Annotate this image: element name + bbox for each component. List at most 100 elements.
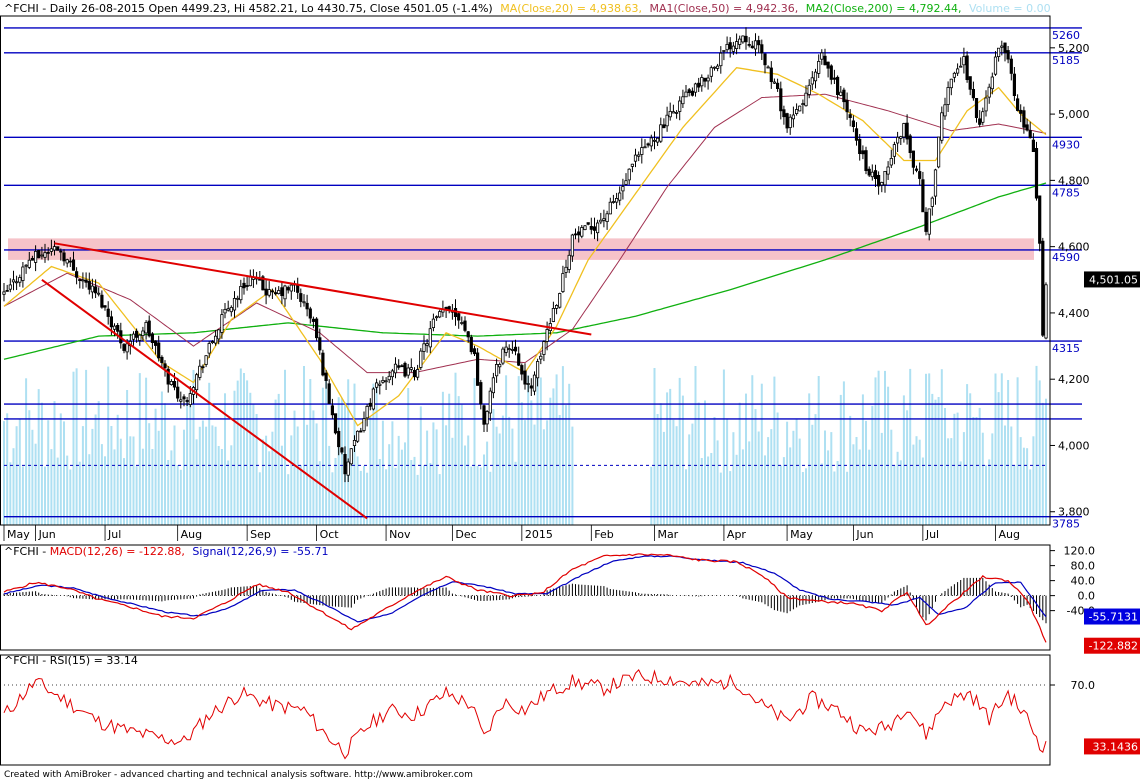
- volume-bar: [865, 420, 867, 525]
- volume-bar: [47, 420, 50, 525]
- candle-body: [362, 418, 366, 431]
- volume-bar: [189, 403, 192, 525]
- current-price-label: 4,501.05: [1089, 273, 1138, 286]
- candle-body: [517, 353, 521, 366]
- volume-bar: [265, 435, 268, 525]
- candle-body: [735, 41, 739, 49]
- candle-body: [826, 61, 830, 69]
- candle-body: [646, 143, 650, 146]
- candle-body: [1012, 73, 1017, 96]
- candle-body: [927, 208, 931, 235]
- volume-bar: [277, 393, 280, 525]
- volume-bar: [400, 449, 403, 525]
- candle-body: [504, 346, 508, 353]
- candle-body: [526, 383, 530, 385]
- candle-body: [760, 44, 764, 54]
- candle-body: [150, 333, 154, 343]
- price-tick-label: 4,200: [1058, 373, 1090, 386]
- volume-bar: [145, 377, 148, 525]
- volume-bar: [372, 383, 375, 525]
- candle-body: [943, 104, 947, 117]
- candle-body: [308, 308, 312, 319]
- volume-bar: [448, 393, 451, 525]
- candle-body: [305, 302, 309, 310]
- candle-body: [393, 363, 398, 374]
- date-tick-label: Jul: [925, 528, 939, 541]
- volume-bar: [568, 383, 571, 525]
- candle-body: [993, 56, 998, 75]
- volume-bar: [246, 380, 249, 525]
- volume-bar: [486, 441, 489, 525]
- candle-body: [731, 45, 736, 52]
- volume-bar: [858, 449, 861, 525]
- volume-bar: [514, 461, 517, 525]
- volume-bar: [375, 382, 378, 525]
- candle-body: [933, 169, 938, 197]
- volume-bar: [710, 453, 713, 525]
- volume-bar: [107, 366, 110, 525]
- candle-body: [924, 211, 928, 232]
- volume-bar: [460, 404, 463, 525]
- volume-bar: [925, 373, 927, 525]
- volume-bar: [123, 458, 125, 525]
- volume-bar: [899, 460, 902, 525]
- volume-bar: [69, 469, 72, 525]
- macd-header: ^FCHI - MACD(12,26) = -122.88, Signal(12…: [4, 545, 328, 558]
- candle-body: [188, 393, 192, 406]
- candle-body: [1041, 240, 1045, 336]
- volume-bar: [656, 414, 659, 525]
- volume-bar: [912, 444, 915, 525]
- candle-body: [116, 324, 120, 332]
- candle-body: [848, 114, 852, 118]
- candle-body: [223, 308, 227, 314]
- volume-bar: [1045, 398, 1047, 525]
- candle-body: [779, 88, 783, 112]
- volume-bar: [249, 392, 252, 525]
- candle-body: [896, 136, 900, 144]
- candle-body: [368, 402, 372, 407]
- volume-bar: [489, 471, 492, 525]
- volume-bar: [773, 376, 776, 525]
- candle-body: [725, 44, 729, 51]
- volume-bar: [981, 432, 984, 525]
- volume-bar: [432, 422, 435, 525]
- volume-bar: [871, 405, 874, 525]
- candle-body: [217, 329, 221, 340]
- candle-body: [930, 197, 934, 207]
- volume-bar: [81, 426, 84, 525]
- volume-bar: [805, 468, 807, 525]
- candle-body: [1003, 42, 1007, 54]
- volume-bar: [25, 378, 28, 525]
- volume-bar: [745, 393, 747, 525]
- candle-body: [643, 146, 647, 149]
- candle-body: [349, 448, 353, 465]
- volume-bar: [303, 366, 305, 525]
- volume-bar: [473, 378, 476, 525]
- footer-credit: Created with AmiBroker - advanced charti…: [4, 770, 473, 780]
- candle-body: [431, 318, 436, 329]
- signal-value-label: -55.7131: [1089, 611, 1138, 624]
- candle-body: [457, 313, 461, 321]
- volume-bar: [243, 373, 245, 525]
- volume-bar: [157, 430, 160, 525]
- volume-bar: [786, 421, 789, 525]
- candle-body: [962, 56, 966, 66]
- candle-body: [949, 78, 953, 89]
- volume-bar: [492, 409, 495, 525]
- candle-body: [798, 105, 802, 112]
- volume-bar: [230, 445, 233, 525]
- candle-body: [314, 318, 319, 339]
- rsi-panel: [3, 669, 1047, 760]
- candle-body: [138, 334, 142, 341]
- candle-body: [542, 341, 546, 355]
- volume-bar: [325, 376, 328, 525]
- support-zone-rect: [8, 238, 1034, 260]
- volume-bar: [896, 451, 899, 525]
- candle-body: [709, 67, 713, 77]
- candle-body: [169, 380, 173, 385]
- volume-bar: [770, 429, 773, 525]
- volume-bar: [868, 449, 871, 525]
- volume-bar: [1013, 465, 1016, 525]
- volume-bar: [6, 413, 9, 525]
